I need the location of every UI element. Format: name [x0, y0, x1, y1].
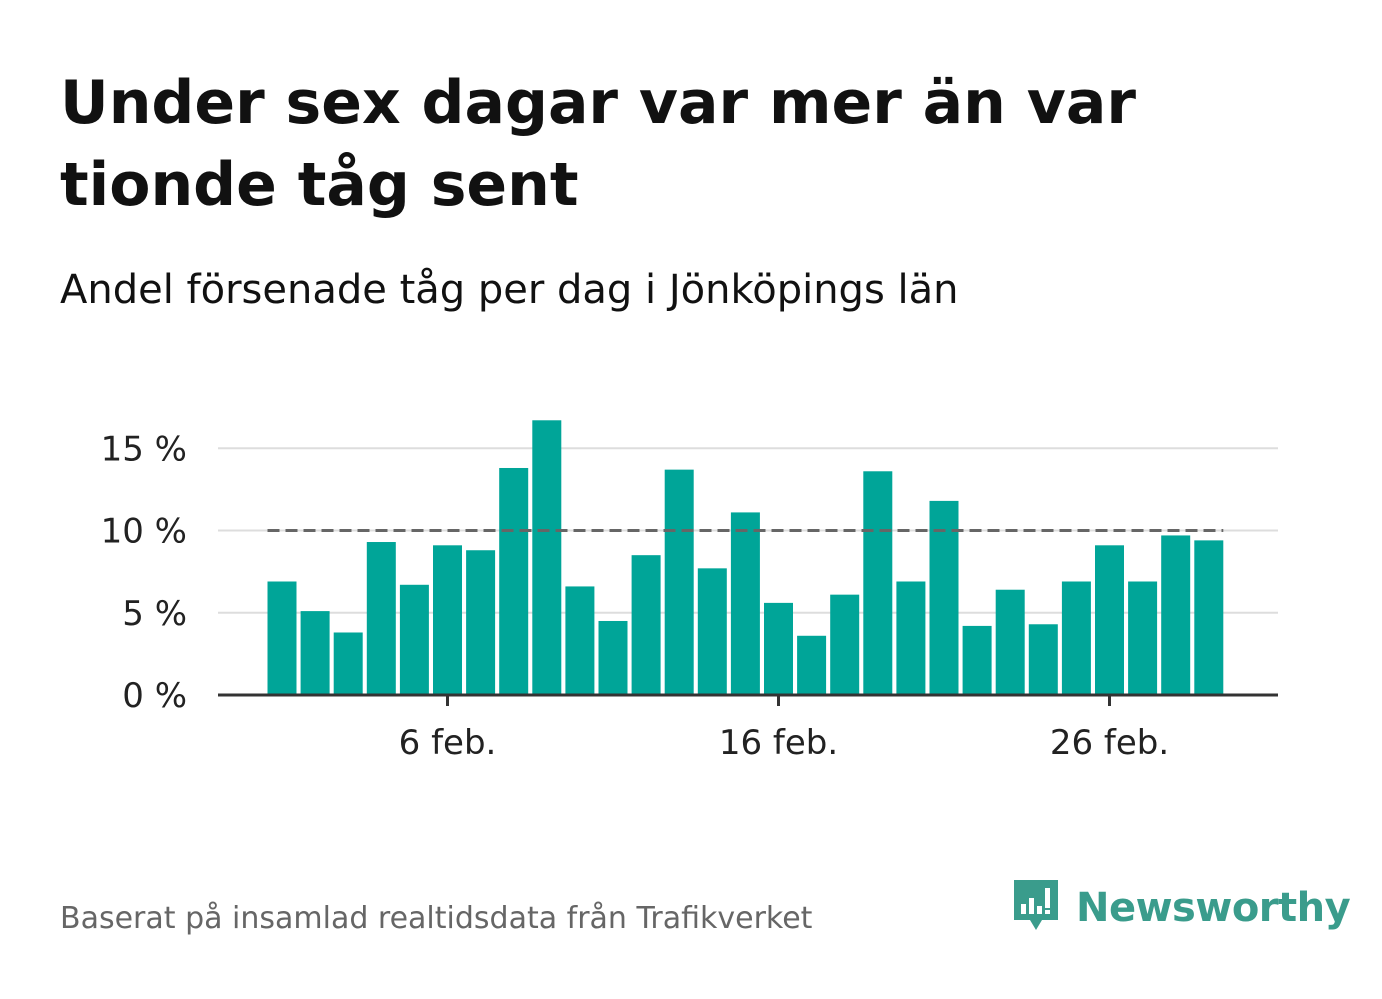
- bar: [896, 581, 926, 695]
- bar: [797, 635, 827, 695]
- y-tick-label: 15 %: [101, 429, 187, 469]
- bar: [830, 594, 860, 695]
- bars: [267, 420, 1224, 695]
- bar: [764, 602, 793, 695]
- bar: [962, 625, 992, 695]
- brand-name: Newsworthy: [1076, 885, 1351, 931]
- bar: [664, 469, 694, 695]
- bar: [1061, 581, 1091, 695]
- bar: [697, 568, 727, 695]
- bar: [730, 512, 760, 695]
- bar: [300, 611, 330, 695]
- bar: [433, 545, 462, 695]
- bar: [863, 471, 893, 695]
- bar-chart: 0 % 5 % 10 % 15 % 6 feb. 16 feb. 26 feb.: [101, 420, 1278, 763]
- bar: [1161, 535, 1191, 695]
- y-tick-label: 10 %: [101, 512, 187, 552]
- x-tick-label: 26 feb.: [1050, 723, 1169, 763]
- bar: [995, 589, 1025, 695]
- bar: [333, 632, 363, 695]
- bar: [499, 467, 529, 695]
- x-tick-label: 6 feb.: [399, 723, 497, 763]
- bar: [1028, 624, 1058, 695]
- y-tick-label: 5 %: [122, 594, 187, 634]
- bar: [1194, 540, 1224, 695]
- chart-title: Under sex dagar var mer än var tionde tå…: [60, 68, 1136, 220]
- chart-subtitle: Andel försenade tåg per dag i Jönköpings…: [60, 267, 959, 313]
- bar: [466, 550, 496, 695]
- y-tick-label: 0 %: [122, 676, 187, 716]
- brand-logo: Newsworthy: [1010, 876, 1351, 940]
- bar: [366, 542, 396, 695]
- bar: [399, 584, 429, 695]
- x-tick-label: 16 feb.: [719, 723, 838, 763]
- bar: [1128, 581, 1158, 695]
- bar: [532, 420, 562, 695]
- bar: [267, 581, 297, 695]
- source-note: Baserat på insamlad realtidsdata från Tr…: [60, 901, 813, 936]
- bar: [631, 555, 661, 695]
- axes: 0 % 5 % 10 % 15 % 6 feb. 16 feb. 26 feb.: [101, 429, 1278, 763]
- bar: [1095, 545, 1124, 695]
- bar: [598, 620, 628, 695]
- bar: [929, 500, 959, 695]
- newsworthy-logo-icon: [1014, 880, 1058, 930]
- bar: [565, 586, 595, 695]
